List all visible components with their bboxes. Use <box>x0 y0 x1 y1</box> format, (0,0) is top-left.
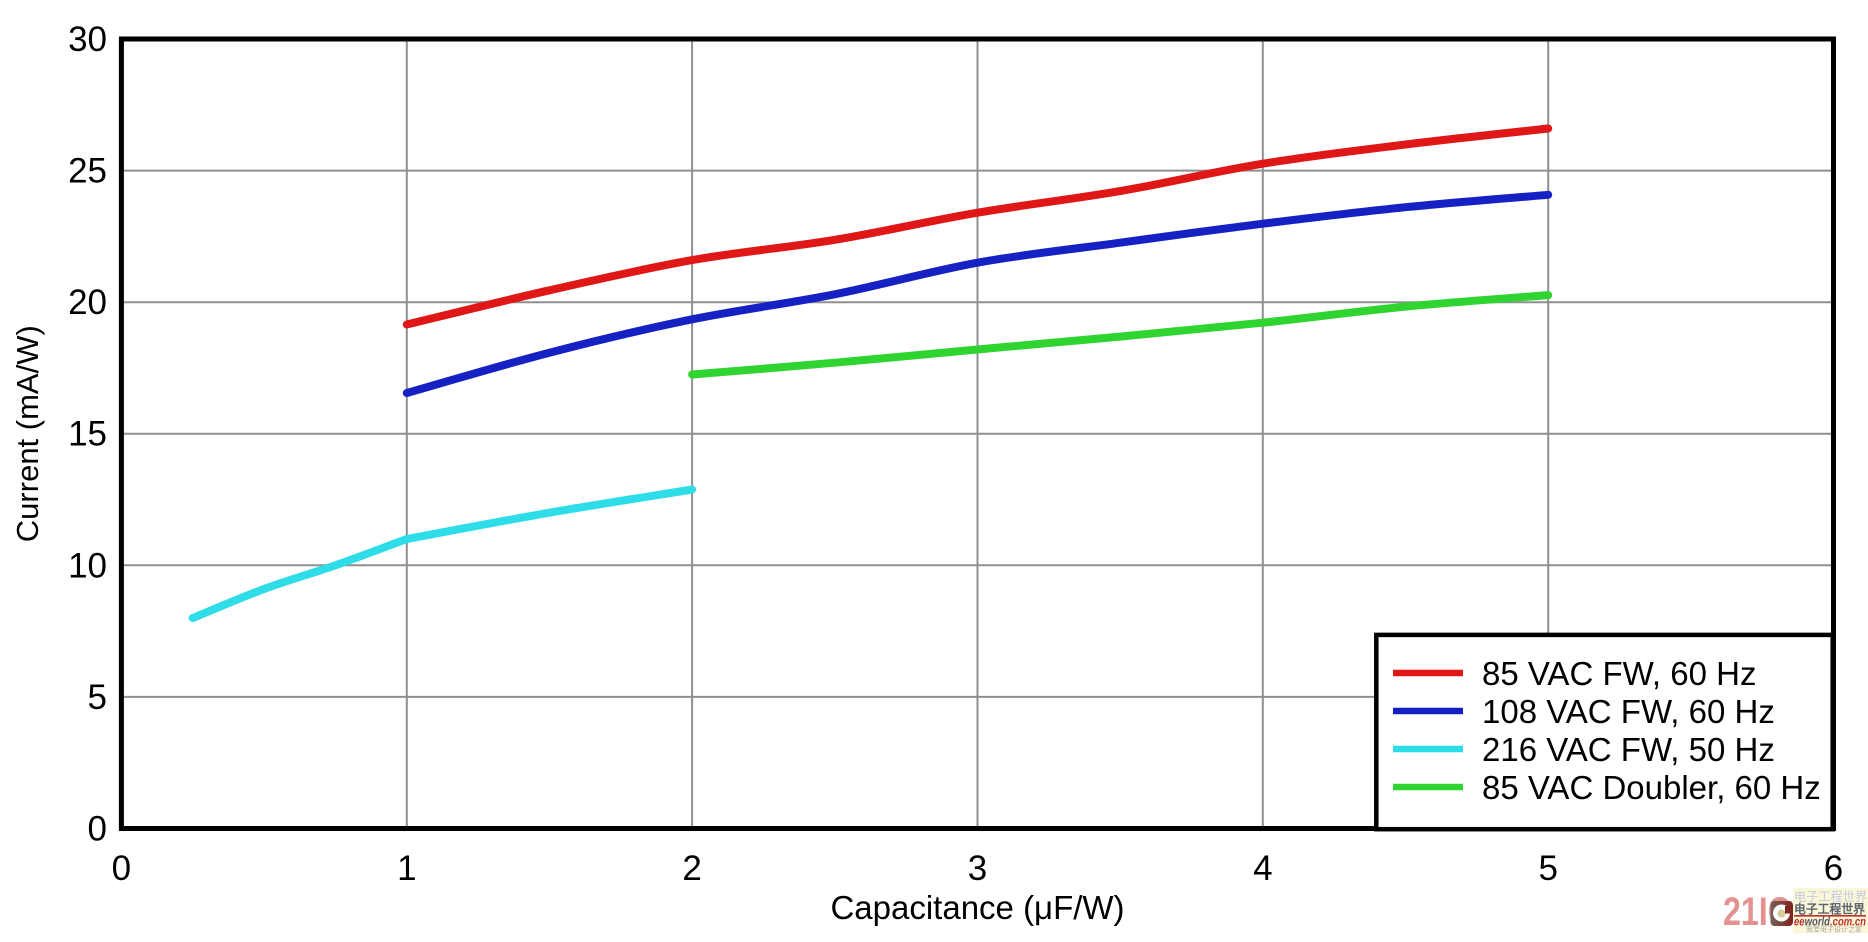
svg-text:5: 5 <box>88 678 107 717</box>
svg-text:30: 30 <box>68 20 107 59</box>
svg-text:0: 0 <box>88 810 107 849</box>
svg-text:216 VAC FW, 50 Hz: 216 VAC FW, 50 Hz <box>1482 731 1775 768</box>
svg-text:85 VAC Doubler, 60 Hz: 85 VAC Doubler, 60 Hz <box>1482 769 1821 806</box>
svg-text:4: 4 <box>1253 849 1272 888</box>
svg-text:10: 10 <box>68 546 107 585</box>
svg-text:0: 0 <box>112 849 131 888</box>
svg-text:eeworld.com.cn: eeworld.com.cn <box>1794 915 1866 929</box>
svg-text:25: 25 <box>68 152 107 191</box>
svg-text:15: 15 <box>68 415 107 454</box>
svg-text:2: 2 <box>682 849 701 888</box>
svg-text:1: 1 <box>397 849 416 888</box>
svg-text:85 VAC FW, 60 Hz: 85 VAC FW, 60 Hz <box>1482 655 1756 692</box>
svg-text:Current (mA/W): Current (mA/W) <box>10 325 45 542</box>
svg-text:3: 3 <box>968 849 987 888</box>
svg-text:5: 5 <box>1538 849 1557 888</box>
svg-text:电子工程世界: 电子工程世界 <box>1794 889 1867 904</box>
svg-text:108 VAC FW, 60 Hz: 108 VAC FW, 60 Hz <box>1482 693 1775 730</box>
svg-text:20: 20 <box>68 283 107 322</box>
svg-text:电子工程世界: 电子工程世界 <box>1794 902 1865 917</box>
svg-text:我爱电子设计之家: 我爱电子设计之家 <box>1806 925 1862 934</box>
svg-text:6: 6 <box>1824 849 1843 888</box>
svg-text:Capacitance (μF/W): Capacitance (μF/W) <box>830 889 1124 926</box>
